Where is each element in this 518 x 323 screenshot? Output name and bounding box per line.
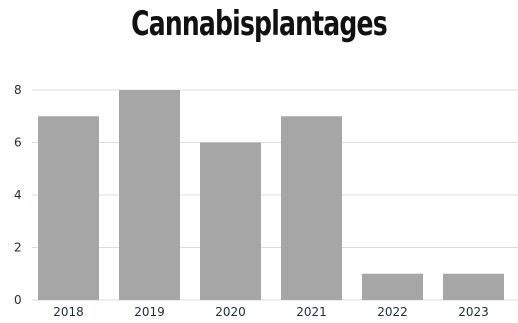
x-tick-label: 2021: [296, 305, 327, 319]
y-tick-label: 2: [14, 241, 22, 255]
bar: [281, 116, 342, 300]
x-tick-label: 2019: [134, 305, 165, 319]
y-tick-label: 0: [14, 293, 22, 307]
bar: [443, 273, 504, 300]
x-tick-label: 2018: [53, 305, 84, 319]
bar: [362, 273, 423, 300]
x-tick-label: 2023: [458, 305, 489, 319]
y-tick-label: 6: [14, 136, 22, 150]
bar: [119, 90, 180, 300]
x-tick-label: 2022: [377, 305, 408, 319]
y-tick-label: 4: [14, 188, 22, 202]
bar: [38, 116, 99, 300]
x-tick-label: 2020: [215, 305, 246, 319]
bar: [200, 142, 261, 300]
chart-title: Cannabisplantages: [131, 4, 387, 44]
y-tick-label: 8: [14, 83, 22, 97]
